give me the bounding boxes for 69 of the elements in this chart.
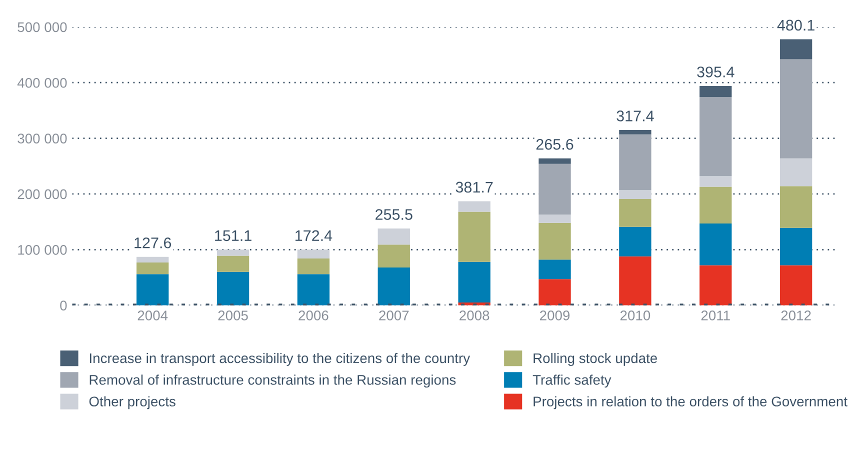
bar: [538, 260, 571, 280]
x-tick-label: 2005: [218, 310, 248, 320]
bar: [780, 228, 812, 266]
legend-label: Traffic safety: [532, 374, 612, 388]
bar: [136, 274, 169, 306]
bar: [538, 222, 571, 260]
annotation: 381.7: [456, 182, 493, 193]
bar: [780, 39, 812, 60]
bar: [700, 186, 732, 224]
bar: [700, 223, 732, 266]
x-tick-label: 2004: [138, 310, 168, 320]
annotation: 395.4: [697, 66, 734, 78]
x-tick-label: 2009: [540, 310, 570, 320]
legend-label: Rolling stock update: [534, 352, 657, 366]
annotation: 480.1: [777, 20, 814, 31]
bar: [538, 214, 571, 223]
y-tick-label: 100 000: [18, 244, 67, 255]
bar: [378, 228, 410, 245]
bar: [216, 272, 250, 306]
legend-label: Removal of infrastructure constraints in the Russian regions: [90, 374, 456, 388]
bar: [780, 186, 812, 228]
y-tick-label: 400 000: [17, 78, 67, 88]
bar: [780, 265, 812, 306]
x-tick-label: 2008: [460, 310, 490, 320]
bar: [619, 226, 652, 256]
bar: [700, 97, 732, 176]
bar: [136, 262, 169, 274]
annotation: 127.6: [134, 237, 172, 248]
bar: [136, 256, 169, 262]
bar: [458, 212, 490, 262]
bar: [538, 158, 571, 164]
bar: [700, 176, 732, 187]
annotation: 151.1: [215, 230, 252, 242]
bar: [216, 250, 250, 256]
legend-label: Other projects: [89, 396, 176, 410]
bar: [297, 274, 330, 306]
x-tick-label: 2011: [701, 310, 730, 320]
annotation: 317.4: [616, 110, 654, 122]
bar: [538, 279, 571, 306]
bar: [297, 258, 330, 274]
bar: [619, 256, 652, 306]
legend-label: Increase in transport accessibility to the citizens of the country: [90, 352, 470, 366]
bar: [619, 190, 652, 199]
x-tick-label: 2012: [781, 310, 811, 320]
bar: [458, 201, 490, 212]
y-tick-label: 200 000: [18, 189, 67, 200]
bar: [780, 158, 812, 186]
bar: [458, 262, 490, 303]
legend-label: Projects in relation to the orders of the Government: [534, 396, 848, 410]
bar: [700, 265, 732, 306]
bar: [378, 267, 410, 306]
annotation: 265.6: [536, 138, 574, 150]
x-tick-label: 2010: [620, 310, 650, 320]
bar: [216, 256, 250, 272]
x-tick-label: 2006: [298, 310, 328, 320]
bar: [538, 164, 571, 215]
annotation: 255.5: [376, 209, 412, 220]
annotation: 172.4: [296, 230, 332, 241]
bar: [619, 134, 652, 190]
bar: [378, 244, 410, 268]
x-tick-label: 2007: [379, 310, 409, 320]
y-tick-label: 300 000: [18, 134, 67, 144]
y-tick-label: 0: [60, 300, 67, 310]
bar: [700, 86, 732, 98]
bar: [297, 250, 330, 259]
y-tick-label: 500 000: [18, 22, 67, 32]
bar: [619, 198, 652, 227]
bar: [780, 59, 812, 158]
bar: [619, 130, 652, 134]
